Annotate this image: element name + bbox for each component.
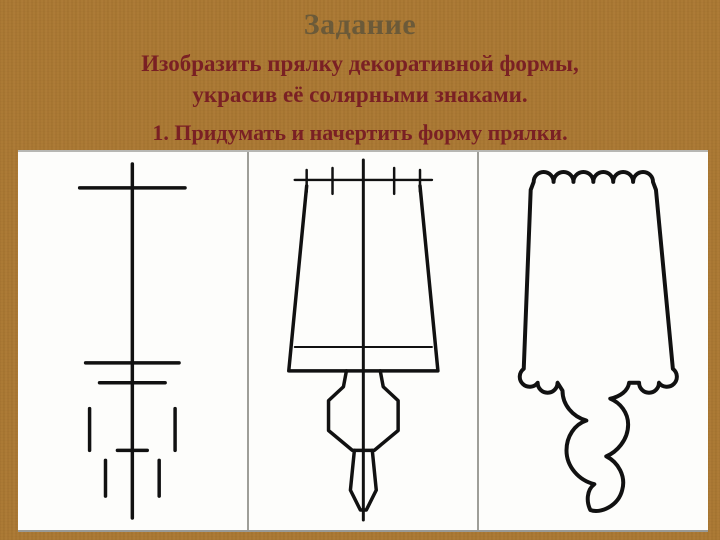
slide-content: Задание Изобразить прялку декоративной ф…: [0, 0, 720, 540]
panel-3-svg: [479, 152, 708, 530]
panel-3: [479, 152, 708, 530]
subtitle-line-2: украсив её солярными знаками.: [192, 82, 527, 107]
step-line: 1. Придумать и начертить форму прялки.: [0, 120, 720, 146]
slide-title: Задание: [0, 8, 720, 42]
subtitle-line-1: Изобразить прялку декоративной формы,: [141, 51, 579, 76]
panel-1-svg: [18, 152, 247, 530]
panel-2-svg: [249, 152, 478, 530]
figure-region: [18, 150, 708, 532]
slide-subtitle: Изобразить прялку декоративной формы, ук…: [0, 48, 720, 110]
distaff-panels: [18, 150, 708, 532]
panel-2: [249, 152, 480, 530]
panel-1: [18, 152, 249, 530]
